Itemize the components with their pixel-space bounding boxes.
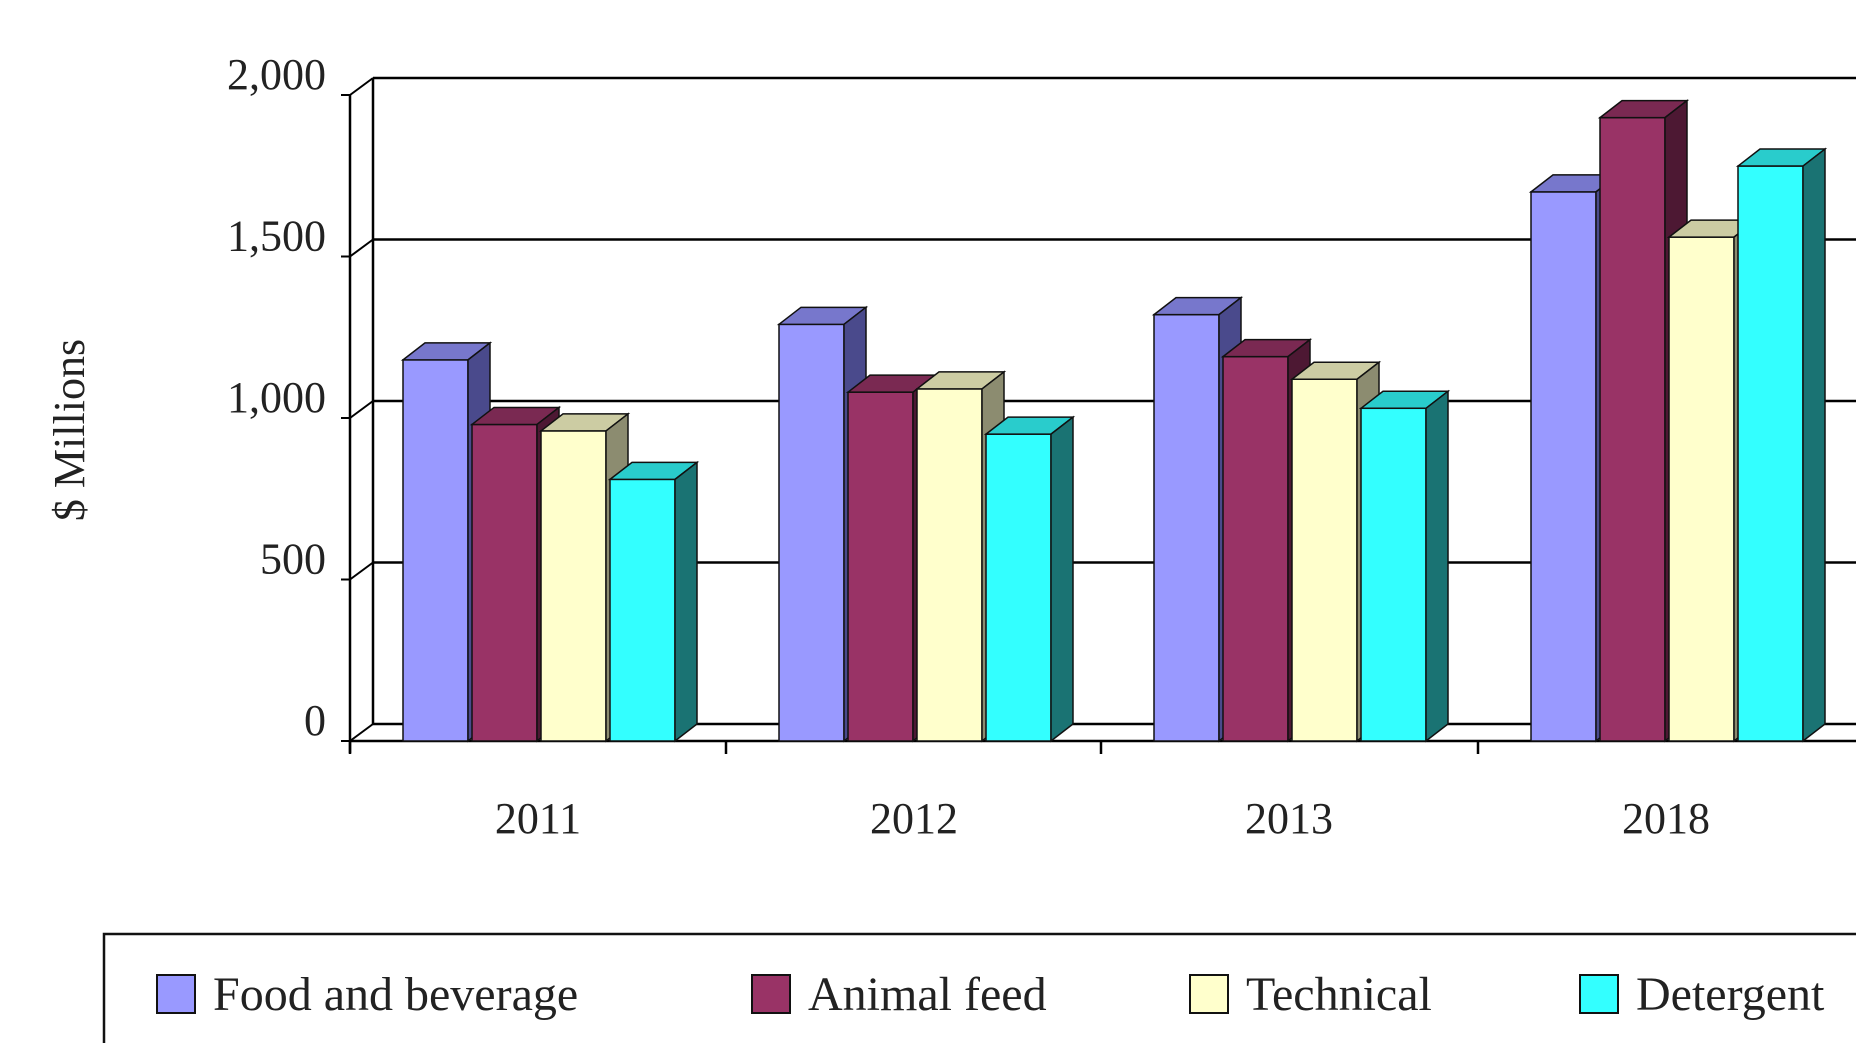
y-tick-label: 0 xyxy=(304,696,326,745)
legend-swatch xyxy=(1189,974,1229,1014)
bar-front-face xyxy=(1222,355,1289,742)
bar-side-face xyxy=(1425,389,1449,743)
bar-front-face xyxy=(1599,116,1666,742)
bar xyxy=(607,460,700,743)
bar-front-face xyxy=(1530,191,1597,742)
bar-front-face xyxy=(847,391,914,742)
bars xyxy=(400,99,1828,743)
bar-side-face xyxy=(674,460,698,743)
bar-front-face xyxy=(1668,236,1735,742)
legend-item: Detergent xyxy=(1579,968,1825,1021)
gridline-wall-segment xyxy=(349,723,374,742)
bar xyxy=(1528,173,1621,743)
legend: Food and beverage Animal feed Technical Det… xyxy=(102,932,1856,1043)
bar-side-face xyxy=(1050,415,1074,743)
y-axis-title: $ Millions xyxy=(45,339,94,521)
legend-item: Technical xyxy=(1189,968,1432,1021)
bar-front-face xyxy=(609,478,676,742)
bar-front-face xyxy=(471,423,538,742)
bar xyxy=(983,415,1076,743)
gridline-wall-segment xyxy=(349,561,374,581)
bar xyxy=(1358,389,1451,743)
gridline-wall-segment xyxy=(349,77,374,96)
x-tick-label: 2012 xyxy=(870,794,958,843)
legend-label: Technical xyxy=(1246,968,1432,1021)
legend-label: Animal feed xyxy=(808,968,1047,1021)
y-tick-label: 2,000 xyxy=(227,50,326,99)
y-tick-label: 500 xyxy=(260,535,326,584)
legend-swatch xyxy=(156,974,196,1014)
legend-item: Food and beverage xyxy=(156,968,578,1021)
bar-front-face xyxy=(1737,165,1804,742)
bar-side-face xyxy=(1802,147,1826,743)
bar-front-face xyxy=(540,430,607,742)
y-tick-labels: 0 500 1,000 1,500 2,000 xyxy=(227,50,326,745)
bar-front-face xyxy=(1153,313,1220,742)
bar-front-face xyxy=(1291,378,1358,742)
y-tick-label: 1,500 xyxy=(227,212,326,261)
legend-label: Food and beverage xyxy=(213,968,578,1021)
legend-swatch xyxy=(1579,974,1619,1014)
x-tick-label: 2013 xyxy=(1245,794,1333,843)
y-tick-label: 1,000 xyxy=(227,373,326,422)
gridline-wall-segment xyxy=(349,400,374,419)
bar-front-face xyxy=(778,323,845,742)
legend-item: Animal feed xyxy=(751,968,1047,1021)
legend-box xyxy=(102,932,1856,1043)
legend-swatch xyxy=(751,974,791,1014)
bar-front-face xyxy=(1360,407,1427,742)
x-tick-label: 2018 xyxy=(1622,794,1710,843)
bar-front-face xyxy=(402,359,469,742)
x-tick-labels: 2011 2012 2013 2018 xyxy=(495,794,1710,843)
bar-front-face xyxy=(985,433,1052,742)
bar-front-face xyxy=(916,388,983,742)
bar xyxy=(1735,147,1828,743)
gridline-wall-segment xyxy=(349,238,374,258)
legend-label: Detergent xyxy=(1636,968,1825,1021)
x-tick-label: 2011 xyxy=(495,794,581,843)
